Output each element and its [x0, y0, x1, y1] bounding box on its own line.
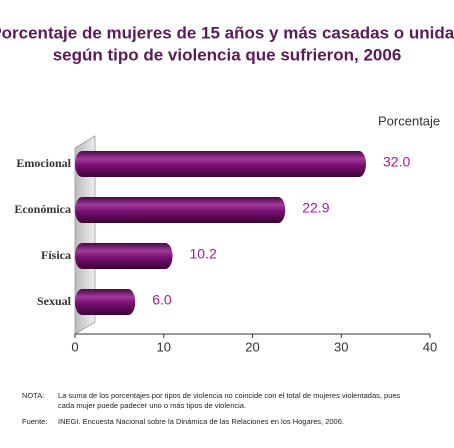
value-label: 22.9 — [302, 200, 329, 216]
value-label: 6.0 — [152, 292, 172, 308]
x-tick-label: 20 — [245, 339, 259, 354]
note-label: Fuente: — [22, 417, 47, 426]
note-text: La suma de los porcentajes por tipos de … — [58, 391, 401, 400]
chart-title: Porcentaje de mujeres de 15 años y más c… — [0, 23, 454, 42]
x-tick-label: 40 — [423, 339, 437, 354]
back-wall — [74, 135, 96, 335]
x-tick-label: 10 — [157, 339, 171, 354]
note-label: NOTA: — [22, 391, 44, 400]
bar — [75, 289, 136, 315]
bar — [75, 243, 173, 269]
note-text: INEGI. Encuesta Nacional sobre la Dinámi… — [58, 417, 344, 426]
y-tick-label: Económica — [14, 202, 71, 216]
axis-label: Porcentaje — [378, 113, 440, 128]
x-tick-label: 30 — [334, 339, 348, 354]
value-label: 10.2 — [190, 246, 217, 262]
value-label: 32.0 — [383, 154, 410, 170]
note-text: cada mujer puede padecer uno o más tipos… — [58, 401, 246, 410]
chart-title: según tipo de violencia que sufrieron, 2… — [53, 45, 402, 64]
y-tick-label: Física — [41, 248, 71, 262]
y-tick-label: Emocional — [16, 156, 71, 170]
bar — [75, 151, 366, 177]
x-tick-label: 0 — [71, 339, 78, 354]
bar — [75, 197, 286, 223]
y-tick-label: Sexual — [37, 294, 72, 308]
notes: NOTA: La suma de los porcentajes por tipo… — [22, 391, 401, 426]
